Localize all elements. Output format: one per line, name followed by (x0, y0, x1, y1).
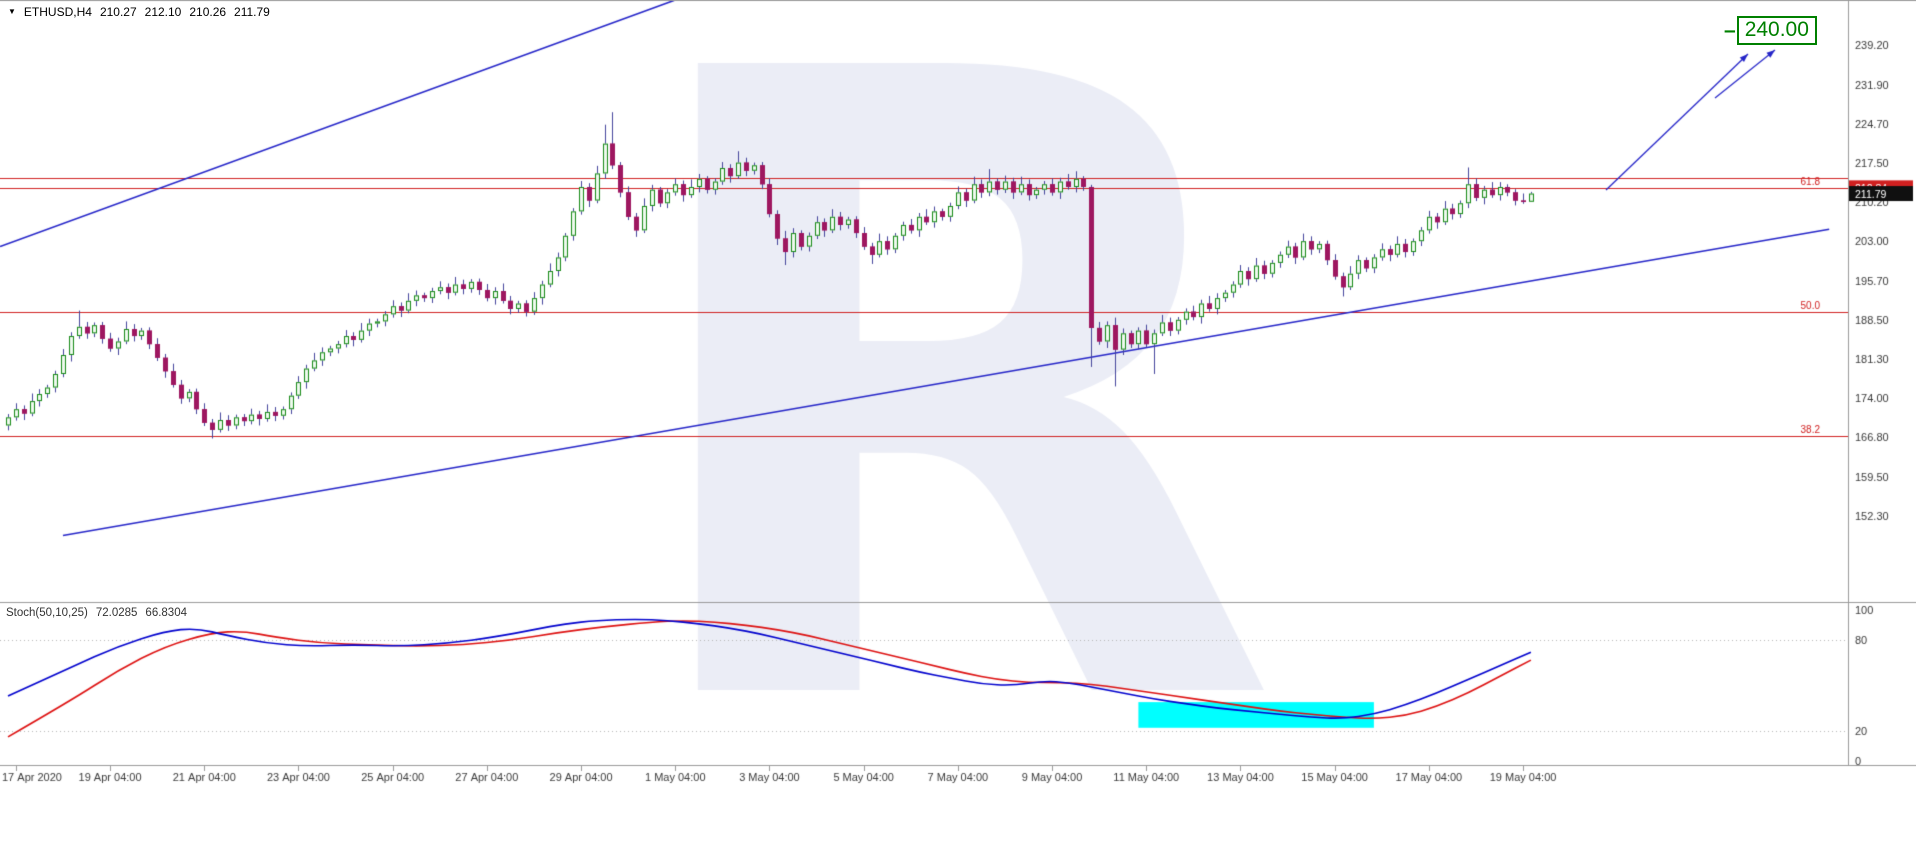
stochastic-main-value: 72.0285 (95, 607, 138, 619)
target-price-label[interactable]: – 240.00 (1724, 16, 1817, 46)
ohlc-open-value: 210.27 (99, 5, 137, 19)
symbol-dropdown-icon[interactable]: ▼ (8, 7, 16, 16)
stochastic-name-label: Stoch(50,10,25) (6, 607, 88, 619)
ohlc-high-value: 212.10 (144, 5, 182, 19)
stochastic-indicator-header: Stoch(50,10,25) 72.0285 66.8304 (6, 607, 187, 619)
ohlc-low-value: 210.26 (189, 5, 227, 19)
symbol-info: ▼ ETHUSD,H4 210.27 212.10 210.26 211.79 (8, 5, 270, 19)
symbol-timeframe-label: ETHUSD,H4 (23, 5, 92, 19)
target-price-value: 240.00 (1736, 16, 1817, 46)
target-level-tick: – (1724, 19, 1736, 42)
ohlc-close-value: 211.79 (234, 5, 270, 19)
stochastic-signal-value: 66.8304 (145, 607, 187, 619)
